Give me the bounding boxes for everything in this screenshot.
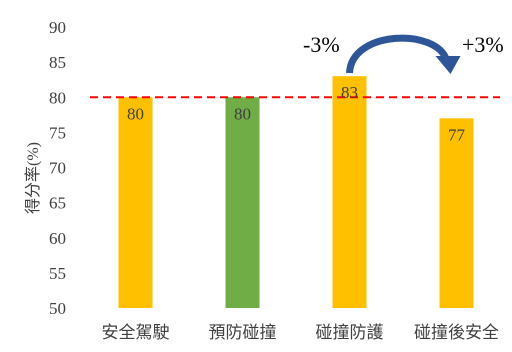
- y-tick-label: 50: [49, 299, 66, 318]
- data-label: 80: [127, 104, 144, 123]
- annotation-left: -3%: [303, 32, 340, 57]
- y-tick-label: 90: [49, 18, 66, 37]
- data-label: 80: [234, 104, 251, 123]
- data-label: 77: [448, 125, 466, 144]
- x-tick-label: 碰撞後安全: [414, 323, 499, 342]
- y-tick-label: 65: [49, 194, 66, 213]
- bar: [439, 118, 474, 308]
- arrow-head-icon: [435, 56, 461, 74]
- curved-arrow: [346, 34, 450, 74]
- x-tick-label: 安全駕駛: [102, 323, 170, 342]
- y-tick-label: 70: [49, 159, 66, 178]
- data-label: 83: [341, 83, 358, 102]
- y-tick-label: 55: [49, 264, 66, 283]
- x-axis: 安全駕駛 預防碰撞 碰撞防護 碰撞後安全: [102, 323, 500, 342]
- y-axis-title: 得分率(%): [24, 142, 42, 214]
- annotations: -3% +3%: [303, 32, 504, 74]
- y-tick-label: 80: [49, 88, 66, 107]
- y-tick-label: 60: [49, 229, 66, 248]
- bar: [118, 97, 153, 308]
- bars: [118, 76, 474, 308]
- y-axis: 50 55 60 65 70 75 80 85 90: [49, 18, 66, 318]
- bar: [332, 76, 367, 308]
- data-labels: 80 80 83 77: [127, 83, 466, 144]
- x-tick-label: 碰撞防護: [316, 323, 384, 342]
- x-tick-label: 預防碰撞: [209, 323, 277, 342]
- y-tick-label: 75: [49, 123, 66, 142]
- bar: [225, 97, 260, 308]
- annotation-right: +3%: [462, 32, 504, 57]
- y-tick-label: 85: [49, 53, 66, 72]
